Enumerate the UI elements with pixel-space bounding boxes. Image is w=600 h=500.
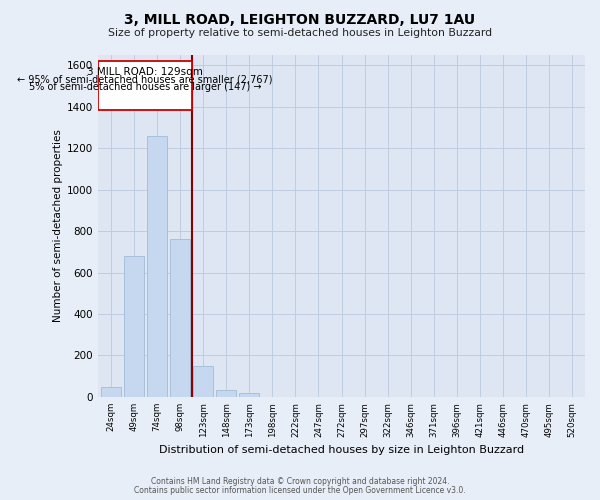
Bar [217, 390, 236, 397]
Text: 5% of semi-detached houses are larger (147) →: 5% of semi-detached houses are larger (1… [29, 82, 261, 92]
Text: ← 95% of semi-detached houses are smaller (2,767): ← 95% of semi-detached houses are smalle… [17, 74, 272, 85]
Bar [239, 393, 259, 397]
Text: Size of property relative to semi-detached houses in Leighton Buzzard: Size of property relative to semi-detach… [108, 28, 492, 38]
Bar [124, 256, 143, 397]
Text: Contains HM Land Registry data © Crown copyright and database right 2024.: Contains HM Land Registry data © Crown c… [151, 477, 449, 486]
Y-axis label: Number of semi-detached properties: Number of semi-detached properties [53, 130, 63, 322]
Text: 3 MILL ROAD: 129sqm: 3 MILL ROAD: 129sqm [87, 67, 203, 77]
Bar [101, 386, 121, 397]
Text: 3, MILL ROAD, LEIGHTON BUZZARD, LU7 1AU: 3, MILL ROAD, LEIGHTON BUZZARD, LU7 1AU [124, 12, 476, 26]
X-axis label: Distribution of semi-detached houses by size in Leighton Buzzard: Distribution of semi-detached houses by … [159, 445, 524, 455]
Bar [170, 240, 190, 397]
Bar [193, 366, 213, 397]
Bar [147, 136, 167, 397]
Text: Contains public sector information licensed under the Open Government Licence v3: Contains public sector information licen… [134, 486, 466, 495]
FancyBboxPatch shape [98, 61, 191, 110]
